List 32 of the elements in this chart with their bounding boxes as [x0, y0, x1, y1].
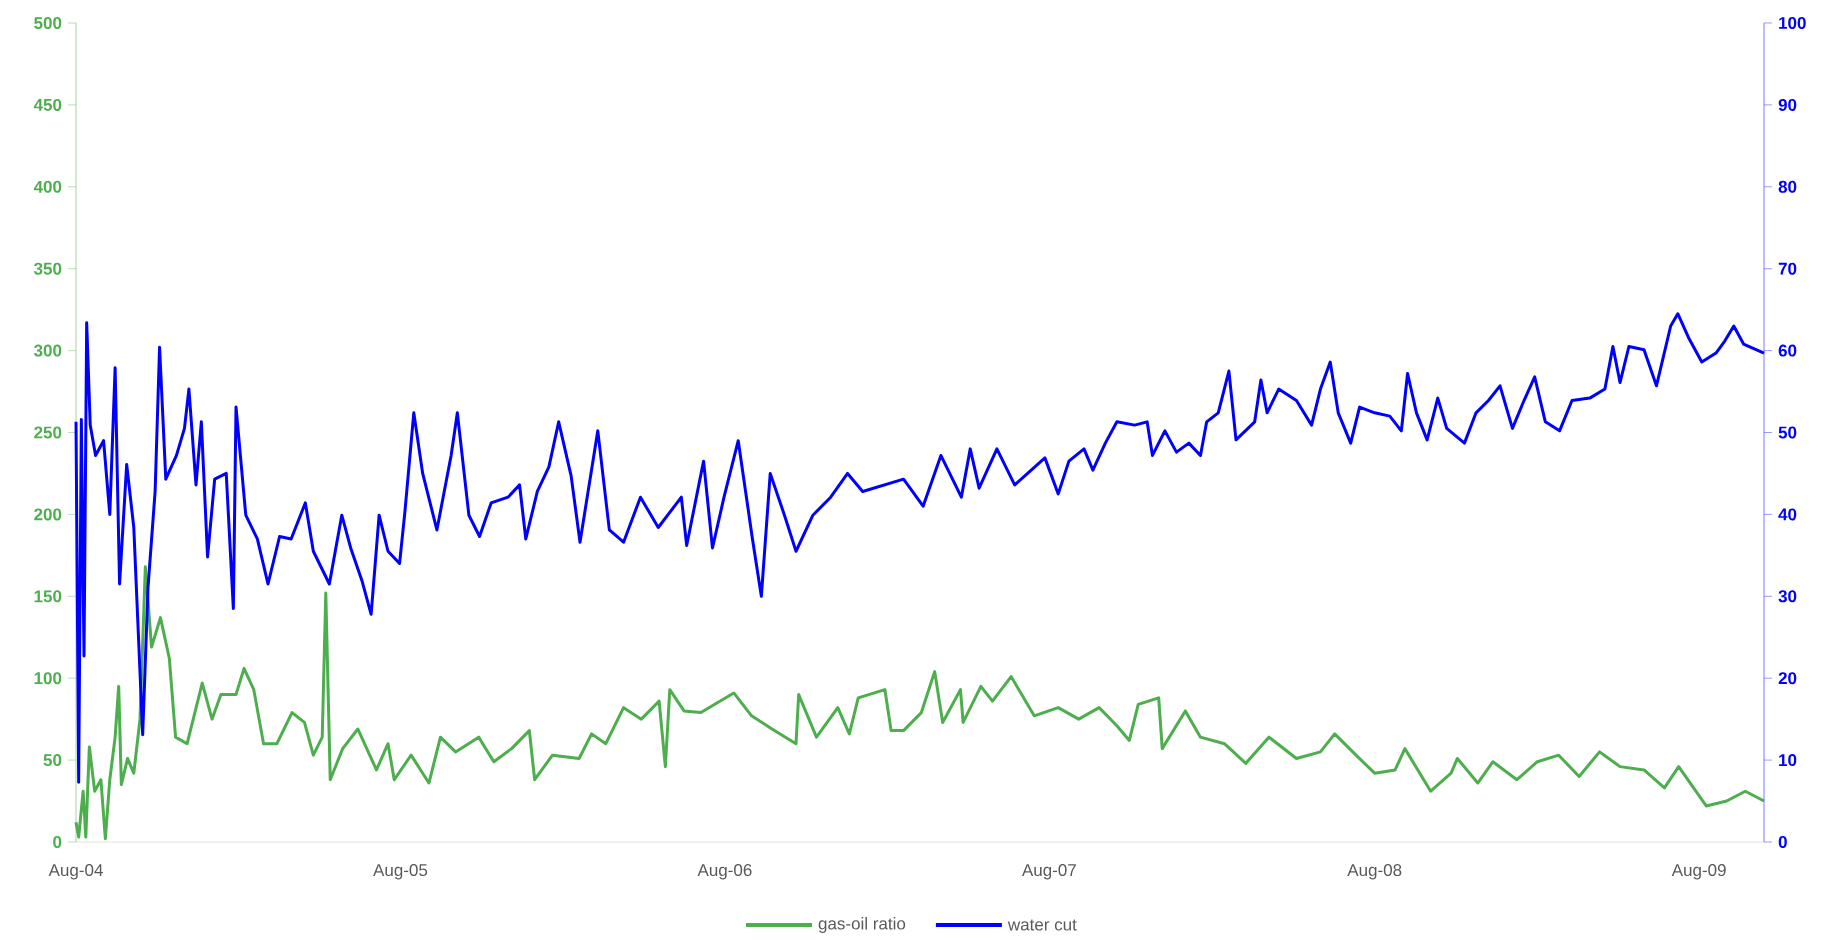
- x-tick-label: Aug-05: [373, 864, 428, 880]
- y2-tick-label: 90: [1778, 98, 1797, 111]
- y-tick-label: 350: [33, 262, 62, 275]
- line-series: [74, 312, 1766, 784]
- y-tick-label: 100: [34, 672, 62, 685]
- legend-label: water cut: [1007, 919, 1077, 931]
- y2-tick-label: 50: [1778, 426, 1797, 439]
- x-tick-label: Aug-07: [1021, 864, 1076, 880]
- y2-tick-label: 40: [1778, 508, 1797, 521]
- x-tick-label: Aug-09: [1671, 864, 1726, 880]
- y-tick-label: 50: [43, 754, 62, 767]
- y2-tick-label: 70: [1778, 262, 1797, 275]
- y2-tick-label: 0: [1778, 835, 1787, 848]
- y-tick-label: 150: [34, 590, 62, 603]
- y-tick-label: 0: [53, 835, 62, 848]
- y2-tick-label: 30: [1778, 590, 1797, 603]
- x-tick-label: Aug-06: [697, 864, 752, 880]
- y2-tick-label: 80: [1778, 180, 1797, 193]
- line-series: [74, 565, 1766, 841]
- y-tick-label: 200: [34, 508, 62, 521]
- y-tick-label: 300: [33, 344, 62, 357]
- y2-tick-label: 10: [1779, 754, 1797, 767]
- y2-tick-label: 20: [1778, 672, 1797, 685]
- y-tick-label: 250: [34, 426, 62, 439]
- x-tick-label: Aug-08: [1347, 864, 1402, 880]
- legend-label: gas-oil ratio: [818, 917, 906, 933]
- x-tick-label: Aug-04: [48, 864, 103, 880]
- y-tick-label: 400: [33, 180, 62, 193]
- y-tick-label: 500: [34, 16, 62, 30]
- y2-tick-label: 60: [1778, 344, 1797, 357]
- y-tick-label: 450: [33, 98, 62, 111]
- y2-tick-label: 100: [1779, 16, 1806, 29]
